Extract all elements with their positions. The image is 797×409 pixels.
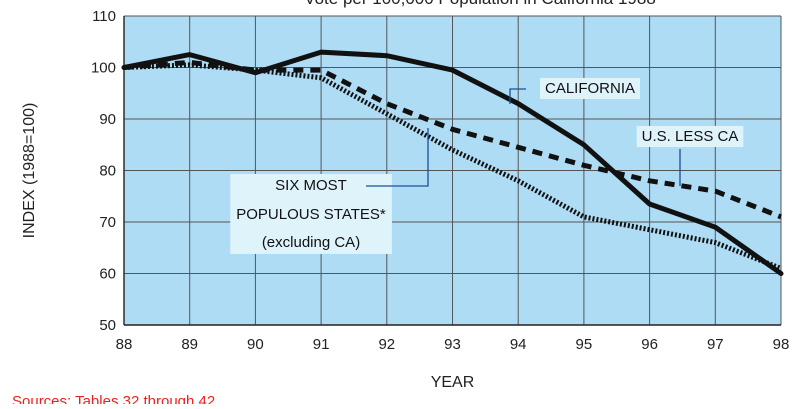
y-tick-label: 60 [99,266,116,283]
us-less-ca-label-background [636,125,744,147]
x-tick-label: 95 [576,336,593,353]
y-axis-ticks: 50 60 70 80 90 100 110 [91,8,116,334]
x-tick-label: 88 [116,336,133,353]
x-tick-label: 92 [378,336,395,353]
x-tick-label: 96 [641,336,658,353]
y-tick-label: 80 [99,163,116,180]
series-layer [121,49,784,276]
series-line-solid [121,49,784,276]
six-states-label-line2: POPULOUS STATES* [236,206,386,223]
x-tick-label: 93 [444,336,461,353]
y-axis-label: INDEX (1988=100) [21,103,38,239]
six-states-label-background [230,173,392,254]
x-tick-label: 97 [707,336,724,353]
y-tick-label: 90 [99,111,116,128]
california-label: CALIFORNIA [545,80,635,97]
california-leader-line [509,88,526,104]
x-tick-label: 91 [313,336,330,353]
x-tick-label: 89 [181,336,198,353]
six-states-label-line1: SIX MOST [275,177,347,194]
six-states-label-line3: (excluding CA) [262,234,360,251]
x-tick-label: 94 [510,336,527,353]
y-tick-label: 70 [99,214,116,231]
us-less-ca-label: U.S. LESS CA [642,128,739,145]
chart-title: Vote per 100,000 Population in Californi… [304,0,656,8]
y-tick-label: 110 [92,8,116,25]
x-tick-label: 90 [247,336,264,353]
y-tick-label: 100 [91,60,116,77]
x-axis-ticks: 88 89 90 91 92 93 94 95 96 97 98 [116,336,790,353]
x-axis-label: YEAR [431,374,475,391]
source-note: Sources: Tables 32 through 42 [12,393,215,404]
y-tick-label: 50 [99,317,116,334]
x-tick-label: 98 [773,336,790,353]
california-label-background [539,77,641,99]
six-states-leader-line [366,128,429,187]
annotation-layer: CALIFORNIA U.S. LESS CA SIX MOST POPULOU… [230,77,744,254]
